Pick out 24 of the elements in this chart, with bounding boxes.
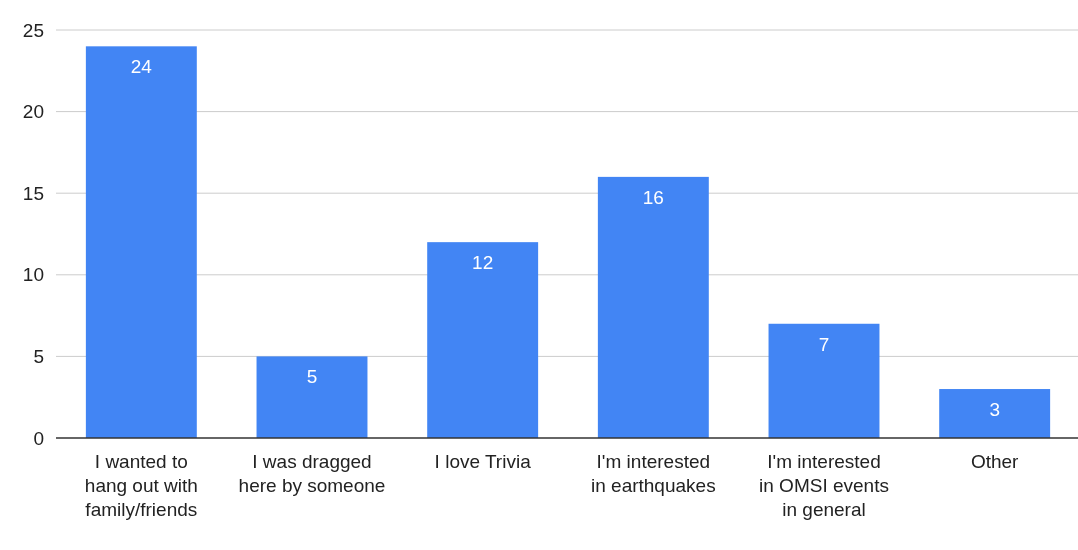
- bar: [85, 46, 197, 438]
- bar: [427, 242, 539, 438]
- y-tick-label: 5: [33, 346, 44, 368]
- x-tick-label: I was dragged here by someone: [238, 451, 386, 496]
- data-label: 7: [818, 333, 830, 355]
- data-label: 16: [642, 186, 664, 208]
- x-tick-label: Other: [970, 451, 1020, 472]
- data-label: 24: [130, 56, 153, 78]
- y-tick-label: 20: [22, 101, 44, 123]
- bar: [768, 323, 880, 438]
- y-tick-label: 15: [22, 182, 44, 204]
- y-tick-label: 0: [33, 427, 44, 449]
- data-label: 3: [989, 399, 1000, 421]
- x-tick-label: I love Trivia: [434, 451, 532, 472]
- bar: [939, 389, 1051, 438]
- bar: [256, 356, 368, 438]
- bar: [597, 176, 709, 438]
- y-tick-label: 25: [22, 19, 44, 41]
- x-tick-label: I'm interested in OMSI events in general: [759, 451, 889, 520]
- data-label: 12: [472, 252, 494, 274]
- data-label: 5: [306, 366, 318, 388]
- x-tick-label: I'm interested in earthquakes: [591, 451, 716, 496]
- y-tick-label: 10: [22, 264, 44, 286]
- x-tick-label: I wanted to hang out with family/friends: [84, 451, 198, 520]
